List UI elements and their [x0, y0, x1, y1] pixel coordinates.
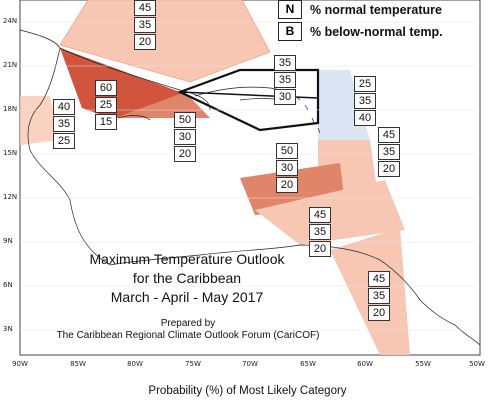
legend: N % normal temperature B % below-normal … [278, 0, 468, 44]
legend-row-normal: N % normal temperature [278, 0, 468, 19]
prob-box-guianas: 45 35 20 [368, 271, 390, 322]
prepared-org: The Caribbean Regional Climate Outlook F… [56, 330, 320, 341]
legend-text: % normal temperature [310, 2, 442, 17]
lon-label: 55W [415, 360, 431, 368]
lon-label: 85W [70, 360, 86, 368]
prob-normal: 35 [368, 288, 390, 304]
lon-label: 75W [185, 360, 201, 368]
bahamas-region [59, 0, 271, 83]
legend-row-below: B % below-normal temp. [278, 22, 468, 41]
prob-below: 25 [53, 133, 75, 149]
lat-label: 12N [3, 193, 18, 201]
prob-above: 50 [276, 143, 298, 159]
prob-normal: 35 [274, 72, 296, 88]
lat-label: 18N [3, 105, 18, 113]
prob-above: 45 [368, 271, 390, 287]
legend-text: % below-normal temp. [310, 24, 443, 39]
title-line: March - April - May 2017 [110, 289, 264, 305]
belize-region [20, 96, 60, 145]
lon-label: 65W [300, 360, 316, 368]
prob-above: 35 [274, 55, 296, 71]
prob-box-bahamas: 45 35 20 [134, 0, 156, 51]
prob-normal: 35 [53, 116, 75, 132]
prob-below: 20 [174, 146, 196, 162]
prob-below: 20 [276, 177, 298, 193]
legend-key: N [278, 0, 302, 19]
prob-normal: 30 [174, 129, 196, 145]
footer-caption: Probability (%) of Most Likely Category [148, 385, 347, 397]
legend-key: B [278, 22, 302, 41]
lat-label: 21N [3, 61, 18, 69]
lon-label: 70W [242, 360, 258, 368]
prob-normal: 35 [354, 93, 376, 109]
prob-box-jamaica: 50 30 20 [174, 112, 196, 163]
prob-box-caribbean-coast: 50 30 20 [276, 143, 298, 194]
prob-box-cuba-cayman: 60 25 15 [95, 80, 117, 131]
lon-label: 90W [12, 360, 28, 368]
map-title: Maximum Temperature Outlook for the Cari… [62, 250, 312, 307]
prob-below: 15 [95, 114, 117, 130]
prob-above: 50 [174, 112, 196, 128]
prob-normal: 25 [95, 97, 117, 113]
lon-label: 80W [127, 360, 143, 368]
lat-label: 24N [3, 17, 18, 25]
prob-below: 20 [378, 161, 400, 177]
prob-above: 60 [95, 80, 117, 96]
prob-box-greater-antilles-east: 35 35 30 [274, 55, 296, 106]
prob-below: 20 [309, 241, 331, 257]
title-line: Maximum Temperature Outlook [89, 251, 285, 267]
prob-normal: 30 [276, 160, 298, 176]
prob-above: 45 [378, 127, 400, 143]
prob-box-belize: 40 35 25 [53, 99, 75, 150]
prob-normal: 35 [378, 144, 400, 160]
prob-above: 45 [309, 207, 331, 223]
prepared-label: Prepared by [160, 318, 216, 329]
prob-normal: 35 [134, 17, 156, 33]
lat-label: 3N [3, 325, 13, 333]
prob-above: 40 [53, 99, 75, 115]
prob-box-leeward-islands: 25 35 40 [354, 76, 376, 127]
lat-label: 6N [3, 281, 13, 289]
jamaica-region [115, 92, 210, 118]
lon-label: 50W [469, 360, 485, 368]
prob-above: 25 [354, 76, 376, 92]
lon-label: 60W [357, 360, 373, 368]
title-line: for the Caribbean [132, 270, 242, 286]
prob-below: 40 [354, 110, 376, 126]
prob-box-windward-islands: 45 35 20 [378, 127, 400, 178]
coastlines [19, 29, 481, 346]
prepared-by: Prepared by The Caribbean Regional Clima… [38, 318, 338, 342]
prob-below: 20 [134, 34, 156, 50]
prob-box-trinidad: 45 35 20 [309, 207, 331, 258]
greater-antilles-outline [177, 68, 320, 132]
prob-above: 45 [134, 0, 156, 16]
lat-label: 15N [3, 149, 18, 157]
prob-below: 20 [368, 305, 390, 321]
prob-below: 30 [274, 89, 296, 105]
prob-normal: 35 [309, 224, 331, 240]
lat-label: 9N [3, 237, 13, 245]
